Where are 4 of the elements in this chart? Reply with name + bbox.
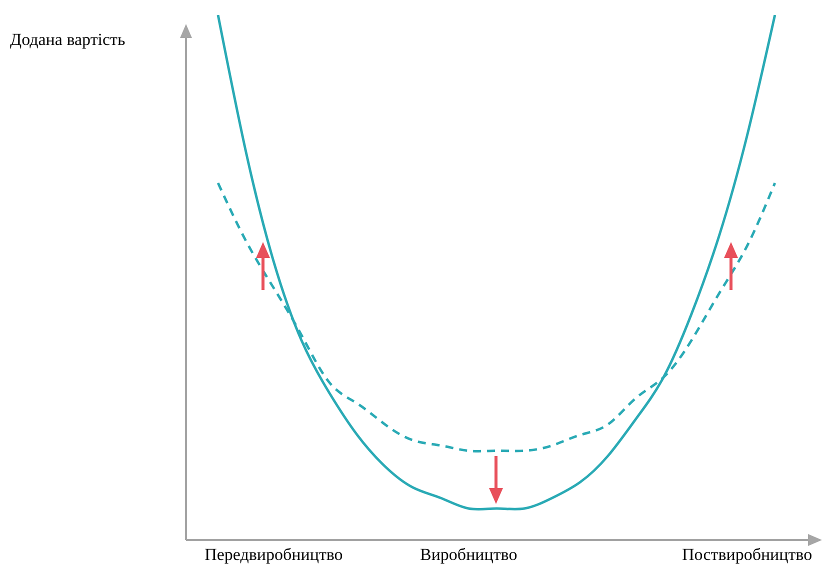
x-tick-label: Передвиробництво xyxy=(204,545,343,564)
y-axis-title: Додана вартість xyxy=(10,30,126,50)
x-tick-label: Виробництво xyxy=(420,545,518,564)
x-tick-label: Поствиробництво xyxy=(682,545,812,564)
